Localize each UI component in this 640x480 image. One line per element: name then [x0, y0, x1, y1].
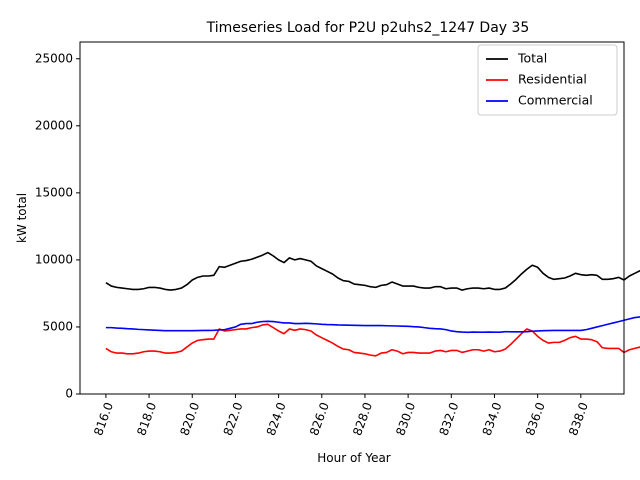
x-tick-label: 820.0 — [177, 400, 202, 437]
x-tick-label: 826.0 — [307, 400, 332, 437]
y-tick-label: 15000 — [35, 185, 73, 199]
x-tick-label: 832.0 — [437, 400, 462, 437]
x-tick-label: 816.0 — [91, 400, 116, 437]
y-axis: 0 5000 10000 15000 20000 25000 — [35, 51, 80, 401]
x-tick-label: 830.0 — [393, 400, 418, 437]
y-tick-label: 10000 — [35, 252, 73, 266]
x-tick-label: 824.0 — [264, 400, 289, 437]
x-axis-label: Hour of Year — [317, 451, 391, 465]
x-tick-label: 822.0 — [221, 400, 246, 437]
x-tick-label: 818.0 — [134, 400, 159, 437]
series-layer — [105, 251, 640, 357]
y-tick-label: 0 — [65, 387, 73, 401]
y-tick-label: 5000 — [42, 319, 73, 333]
y-tick-label: 20000 — [35, 118, 73, 132]
x-axis: 816.0 818.0 820.0 822.0 824.0 826.0 828.0 830.0… — [91, 394, 591, 438]
legend-label-total: Total — [517, 51, 547, 66]
series-line-commercial — [105, 316, 640, 334]
x-tick-label: 836.0 — [523, 400, 548, 437]
chart-title: Timeseries Load for P2U p2uhs2_1247 Day … — [206, 20, 530, 36]
x-tick-label: 828.0 — [350, 400, 375, 437]
legend-box — [477, 44, 618, 116]
y-tick-label: 25000 — [35, 51, 73, 65]
legend-label-residential: Residential — [518, 72, 587, 87]
plot-frame — [79, 41, 625, 395]
legend-label-commercial: Commercial — [518, 93, 593, 108]
series-line-residential — [105, 323, 640, 357]
x-tick-label: 834.0 — [480, 400, 505, 437]
legend: Total Residential Commercial — [477, 44, 618, 116]
y-axis-label: kW total — [15, 193, 29, 243]
series-line-total — [105, 251, 640, 291]
x-tick-label: 838.0 — [566, 400, 591, 437]
